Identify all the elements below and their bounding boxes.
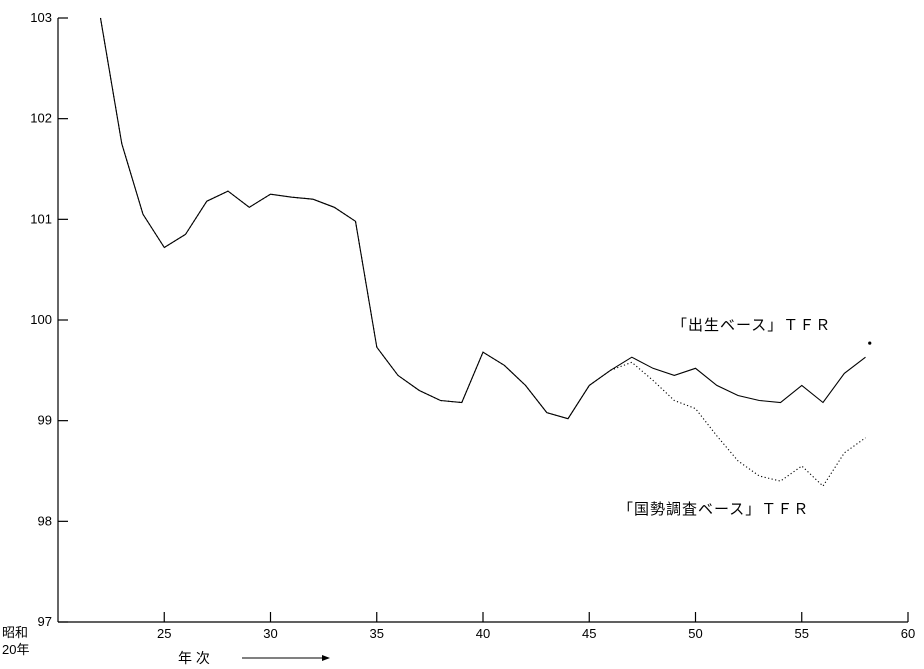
- series-label-birth: 「出生ベース」ＴＦＲ: [672, 316, 831, 334]
- y-tick-label: 99: [38, 413, 52, 428]
- x-origin-label-line2: 20年: [2, 642, 29, 657]
- x-tick-label: 40: [476, 626, 490, 641]
- y-tick-label: 100: [30, 312, 52, 327]
- x-tick-label: 45: [582, 626, 596, 641]
- y-tick-label: 98: [38, 513, 52, 528]
- x-tick-label: 50: [688, 626, 702, 641]
- x-tick-label: 55: [795, 626, 809, 641]
- y-tick-label: 97: [38, 614, 52, 629]
- y-tick-label: 101: [30, 211, 52, 226]
- x-tick-label: 60: [901, 626, 915, 641]
- x-axis-title: 年 次: [178, 650, 210, 666]
- series-line-census: [99, 17, 866, 487]
- series-label-census: 「国勢調査ベース」ＴＦＲ: [618, 500, 809, 518]
- x-tick-label: 25: [157, 626, 171, 641]
- y-tick-label: 102: [30, 111, 52, 126]
- series-group: [99, 17, 872, 487]
- x-axis-arrow: [242, 655, 330, 661]
- end-marker: [868, 341, 872, 345]
- y-tick-label: 103: [30, 10, 52, 25]
- x-tick-label: 35: [370, 626, 384, 641]
- series-line-birth: [99, 17, 866, 420]
- x-ticks: 25 30 35 40 45 50 55 60: [157, 612, 915, 641]
- x-tick-label: 30: [263, 626, 277, 641]
- x-origin-label-line1: 昭和: [2, 625, 28, 640]
- y-ticks: 97 98 99 100 101 102 103: [30, 10, 68, 629]
